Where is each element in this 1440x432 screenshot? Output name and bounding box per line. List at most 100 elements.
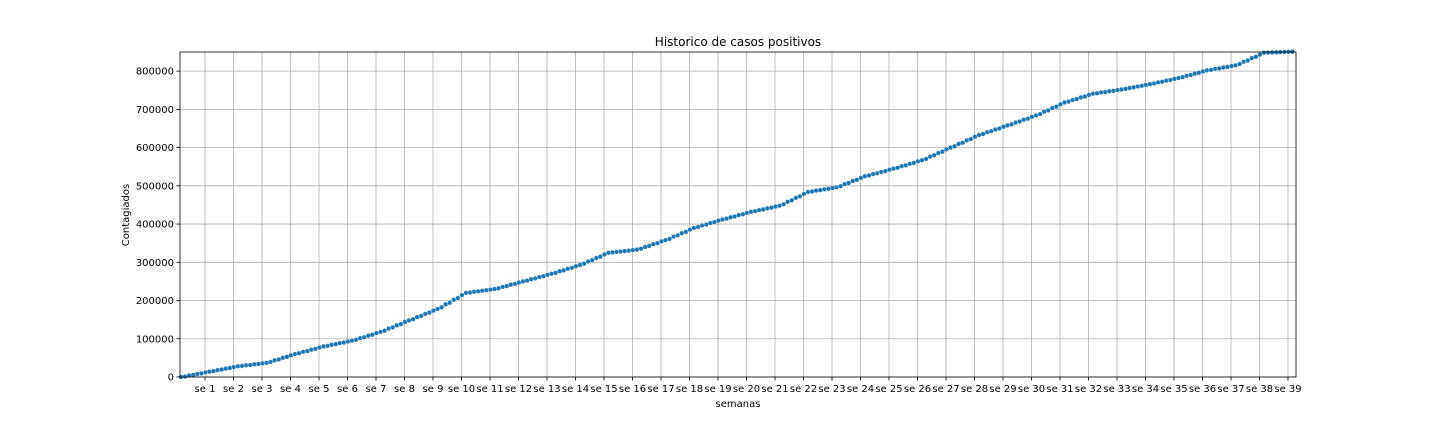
data-point [333,341,339,347]
data-point [1127,85,1133,91]
data-point [422,311,428,317]
x-tick-label: se 30 [1018,384,1045,395]
data-point [768,205,774,211]
x-tick-label: se 34 [1132,384,1159,395]
data-point [390,324,396,330]
x-tick-label: se 37 [1217,384,1244,395]
data-point [785,199,791,205]
data-point [223,366,229,372]
x-tick-label: se 17 [647,384,674,395]
data-point [862,173,868,179]
data-point [829,185,835,191]
x-tick-label: se 21 [761,384,788,395]
data-point [1192,71,1198,77]
x-tick-label: se 27 [932,384,959,395]
data-point [1045,107,1051,113]
data-point [972,134,978,140]
data-point [239,363,245,369]
data-point [895,165,901,171]
data-point [1086,92,1092,98]
x-tick-label: se 12 [505,384,532,395]
x-tick-label: se 3 [252,384,273,395]
x-axis: se 1 se 2 se 3 se 4 se 5 se 6 se 7 se 8 se 9 se 1… [195,377,1302,395]
data-point [410,316,416,322]
x-tick-label: se 4 [280,384,301,395]
x-tick-label: se 13 [533,384,560,395]
data-point [341,340,347,345]
plot-frame [179,51,1297,378]
x-tick-label: se 8 [394,384,415,395]
data-point [878,169,884,175]
data-point [1151,81,1157,86]
data-point [353,337,359,343]
data-point [569,265,575,271]
data-point [211,368,217,374]
data-point [988,128,994,134]
data-point [1135,83,1141,89]
data-point [300,349,306,355]
data-point [923,156,929,162]
data-point [1094,90,1100,96]
data-point [231,364,237,370]
data-point [1078,94,1084,100]
data-point [838,183,844,189]
x-tick-label: se 23 [818,384,845,395]
data-point [528,276,534,282]
data-point [964,137,970,143]
data-point [952,143,958,149]
data-point [1041,109,1047,115]
x-tick-label: se 15 [590,384,617,395]
data-point [907,161,913,167]
data-point [1057,101,1063,107]
data-point [740,211,746,217]
data-point [931,152,937,158]
y-tick-label: 500000 [136,181,174,192]
data-point [549,271,554,277]
x-tick-label: se 16 [619,384,646,395]
chart-title: Historico de casos positivos [655,35,821,49]
data-point [1261,50,1267,56]
data-point [919,157,925,163]
data-point [382,328,388,334]
data-point [772,204,778,210]
data-point [557,268,563,274]
data-point [402,319,408,325]
data-point [194,371,200,377]
data-point [703,222,709,228]
x-tick-label: se 6 [337,384,358,395]
x-tick-label: se 39 [1274,384,1301,395]
data-point [606,250,611,256]
data-point [801,191,807,197]
data-point [622,248,628,254]
data-point [980,131,986,137]
data-point [854,177,860,183]
x-tick-label: se 32 [1075,384,1102,395]
x-tick-label: se 28 [961,384,988,395]
data-point [435,306,440,312]
data-point [834,184,839,190]
data-point [561,267,567,273]
data-point [1074,96,1080,102]
y-tick-label: 400000 [136,220,174,231]
data-point [202,369,208,375]
data-point [1167,77,1173,83]
data-point [817,187,823,193]
data-point [691,225,697,231]
y-tick-label: 800000 [136,67,174,78]
data-point [1017,119,1023,124]
data-point [483,287,489,293]
data-point [1159,79,1165,85]
data-point [227,365,233,371]
data-point [996,126,1002,131]
data-point [1204,67,1210,73]
data-point [1114,87,1120,93]
data-point [715,218,721,224]
data-point [508,282,514,288]
data-point [321,343,326,349]
data-point [858,175,864,181]
data-point [793,195,799,201]
data-point [911,160,917,166]
data-point [479,288,485,294]
data-point [540,273,546,279]
data-point [255,361,261,367]
